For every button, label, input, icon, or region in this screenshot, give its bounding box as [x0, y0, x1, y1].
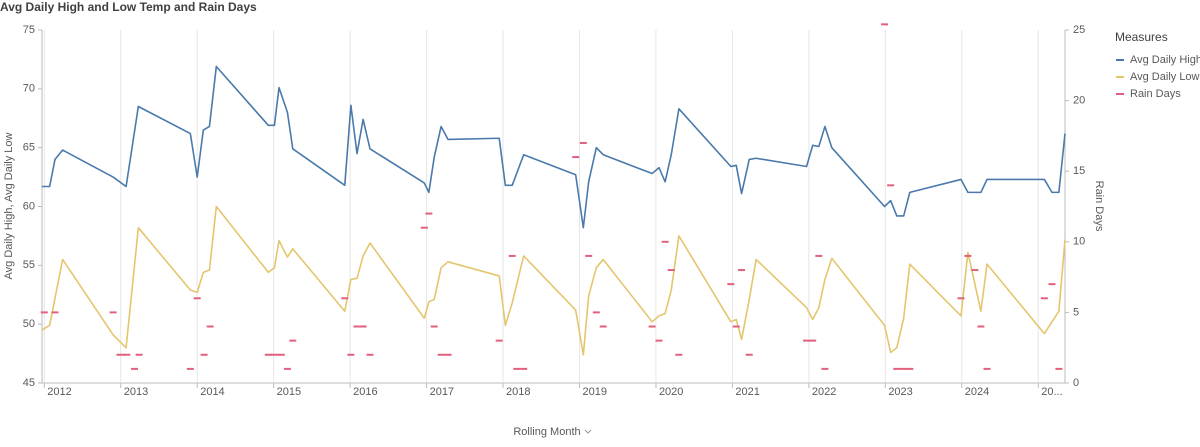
y2-tick-label: 15 [1073, 165, 1085, 177]
chart-title: Avg Daily High and Low Temp and Rain Day… [0, 0, 257, 14]
x-tick-label: 2023 [888, 386, 912, 398]
y-axis-label: Avg Daily High, Avg Daily Low [3, 132, 15, 279]
x-tick-label: 2022 [812, 386, 836, 398]
x-tick-label: 2019 [582, 386, 606, 398]
legend-label: Avg Daily High [1130, 54, 1200, 66]
y-tick-label: 75 [23, 24, 35, 36]
series-line [41, 205, 1066, 356]
x-tick-label: 20... [1041, 386, 1062, 398]
y2-tick-label: 0 [1073, 377, 1079, 389]
y2-tick-label: 10 [1073, 236, 1085, 248]
legend-title: Measures [1115, 30, 1168, 44]
y-tick-label: 55 [23, 259, 35, 271]
x-tick-label: 2018 [506, 386, 530, 398]
x-tick-label: 2013 [124, 386, 148, 398]
x-tick-label: 2014 [200, 386, 224, 398]
y-tick-label: 65 [23, 142, 35, 154]
x-tick-label: 2021 [735, 386, 759, 398]
x-tick-label: 2024 [965, 386, 989, 398]
x-tick-label: 2012 [47, 386, 71, 398]
y-tick-label: 50 [23, 318, 35, 330]
y2-tick-label: 5 [1073, 306, 1079, 318]
y-tick-label: 70 [23, 83, 35, 95]
legend-label: Rain Days [1130, 88, 1181, 100]
dropdown-icon[interactable] [584, 429, 592, 434]
legend-label: Avg Daily Low [1130, 71, 1200, 83]
x-tick-label: 2020 [659, 386, 683, 398]
y-tick-label: 60 [23, 200, 35, 212]
y2-axis-label: Rain Days [1093, 181, 1105, 232]
x-tick-label: 2017 [430, 386, 454, 398]
y-tick-label: 45 [23, 377, 35, 389]
x-tick-label: 2015 [277, 386, 301, 398]
x-axis-label[interactable]: Rolling Month [513, 426, 580, 438]
x-tick-label: 2016 [353, 386, 377, 398]
series-line [42, 65, 1066, 229]
y2-tick-label: 25 [1073, 24, 1085, 36]
y2-tick-label: 20 [1073, 95, 1085, 107]
